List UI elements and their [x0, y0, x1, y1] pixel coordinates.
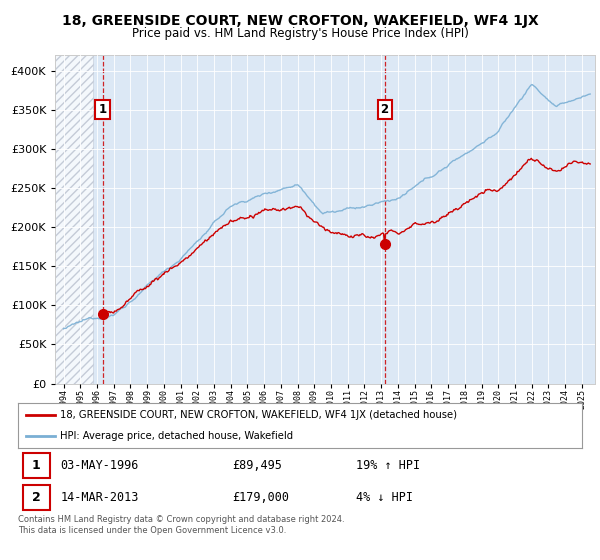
Text: 2: 2 — [32, 491, 40, 503]
Text: 2: 2 — [380, 103, 389, 116]
Text: 03-MAY-1996: 03-MAY-1996 — [60, 459, 139, 472]
Text: Contains HM Land Registry data © Crown copyright and database right 2024.
This d: Contains HM Land Registry data © Crown c… — [18, 515, 344, 535]
Text: 4% ↓ HPI: 4% ↓ HPI — [356, 491, 413, 503]
Bar — [55, 55, 93, 384]
Text: Price paid vs. HM Land Registry's House Price Index (HPI): Price paid vs. HM Land Registry's House … — [131, 27, 469, 40]
Text: £89,495: £89,495 — [232, 459, 282, 472]
Text: £179,000: £179,000 — [232, 491, 289, 503]
Text: 18, GREENSIDE COURT, NEW CROFTON, WAKEFIELD, WF4 1JX (detached house): 18, GREENSIDE COURT, NEW CROFTON, WAKEFI… — [60, 410, 457, 421]
Text: 1: 1 — [98, 103, 107, 116]
Text: HPI: Average price, detached house, Wakefield: HPI: Average price, detached house, Wake… — [60, 431, 293, 441]
FancyBboxPatch shape — [23, 485, 50, 510]
Text: 14-MAR-2013: 14-MAR-2013 — [60, 491, 139, 503]
Text: 1: 1 — [32, 459, 40, 472]
FancyBboxPatch shape — [23, 453, 50, 478]
Text: 19% ↑ HPI: 19% ↑ HPI — [356, 459, 421, 472]
Text: 18, GREENSIDE COURT, NEW CROFTON, WAKEFIELD, WF4 1JX: 18, GREENSIDE COURT, NEW CROFTON, WAKEFI… — [62, 14, 538, 28]
